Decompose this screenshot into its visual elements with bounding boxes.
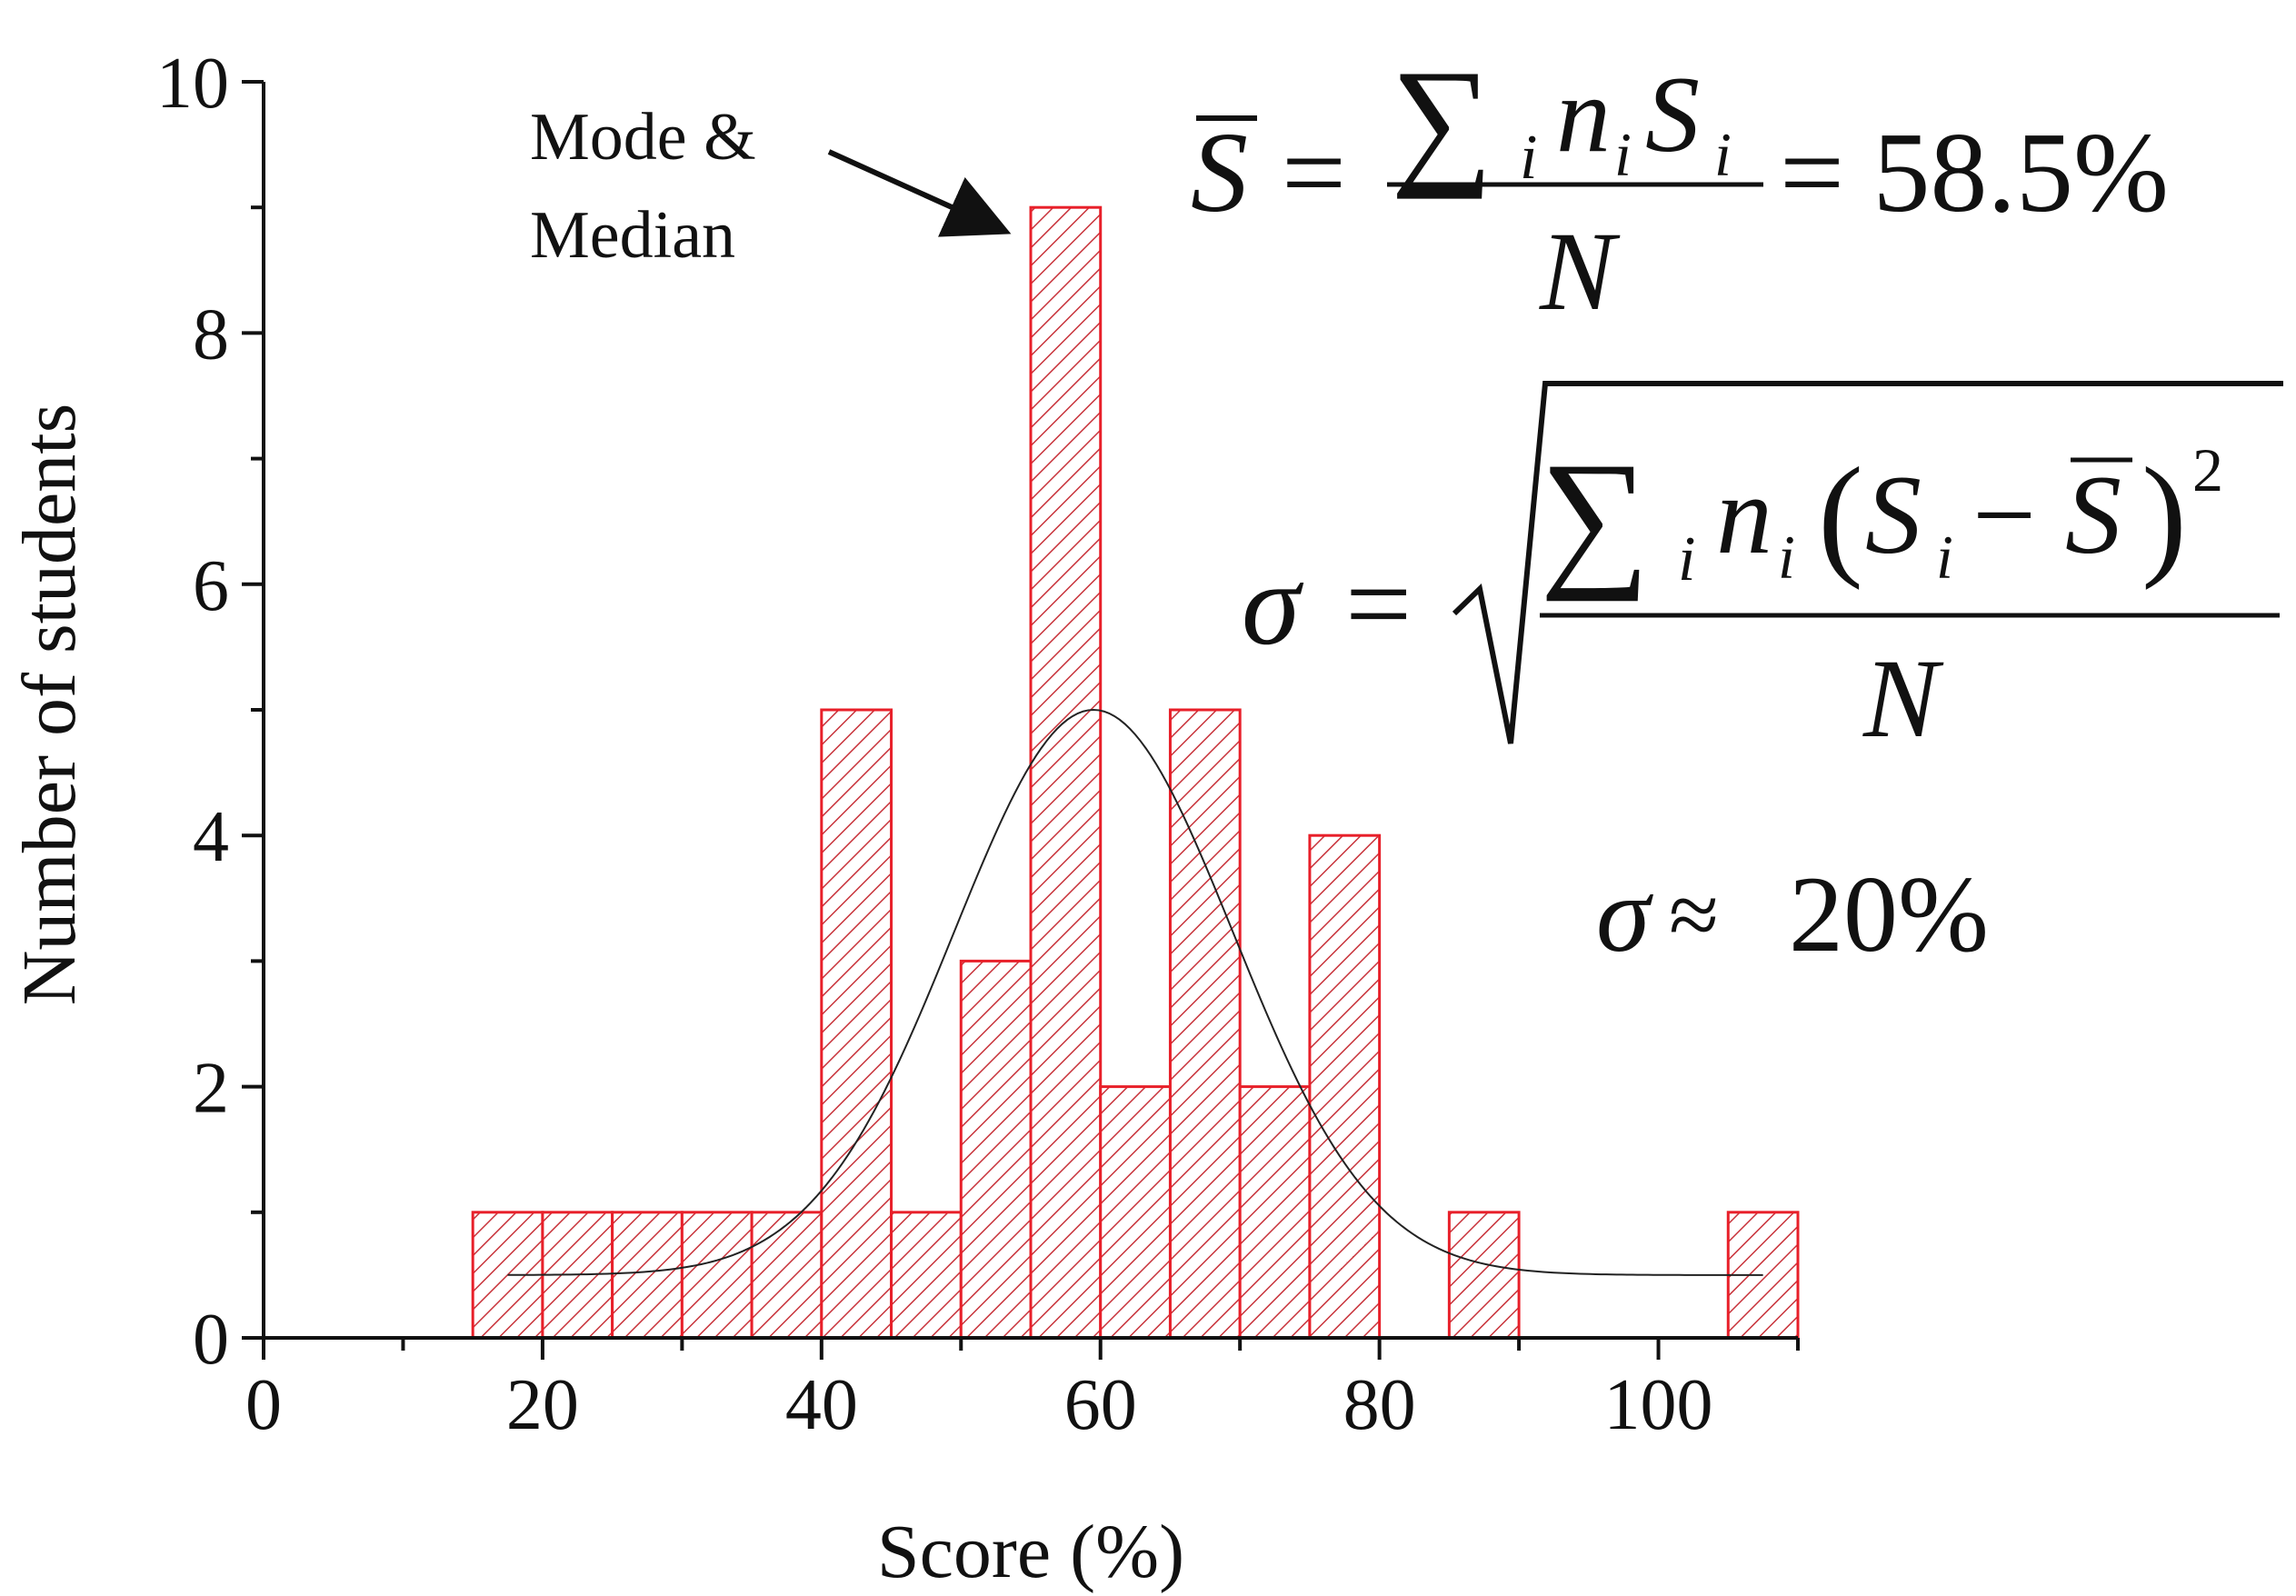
x-tick-label-0: 0 [245,1365,282,1445]
x-tick-label-60: 60 [1064,1365,1137,1445]
histogram-bar-70 [1238,1085,1312,1340]
sigma-s-i-sub: i [1936,523,1953,592]
mean-value: = 58.5% [1780,110,2169,236]
histogram-bar-55 [1029,205,1103,1340]
y-tick-label-8: 8 [193,294,229,374]
mode-median-annotation: Mode & Median [530,100,1012,273]
histogram-bar-45 [890,1211,963,1340]
y-tick-label-10: 10 [156,44,229,124]
histogram-bar-30 [680,1211,754,1340]
mean-s-i-sub: i [1714,120,1732,189]
sigma-symbol: σ [1242,539,1304,670]
sigma-formula: σ = ∑ i n i ( S i − S ) 2 N [1242,381,2283,761]
sigma-s-i: S [1865,453,1922,577]
histogram-bar-25 [611,1211,684,1340]
sigma-approx-symbol: σ [1596,853,1653,974]
sigma-n-i: n [1716,453,1772,577]
sigma-s-bar: S [2065,453,2121,577]
sigma-equals: = [1345,539,1412,670]
mode-median-label-line2: Median [530,198,735,273]
sigma-approx-value: 20% [1789,853,1989,974]
x-ticks-layer: 0 20 40 60 80 100 [245,1338,1800,1445]
x-tick-label-80: 80 [1343,1365,1416,1445]
sigma-exponent: 2 [2192,435,2223,504]
y-tick-label-2: 2 [193,1049,229,1129]
mean-n-i-sub: i [1614,120,1632,189]
mode-median-label-line1: Mode & [530,100,756,175]
y-tick-label-0: 0 [193,1300,229,1380]
histogram-bar-85 [1447,1211,1521,1340]
histogram-bar-40 [820,708,893,1340]
x-tick-label-100: 100 [1604,1365,1713,1445]
mean-sum-sign: ∑ [1391,41,1493,200]
histogram-bar-50 [959,959,1033,1340]
sigma-sum-index: i [1678,524,1695,594]
mean-sum-index: i [1520,123,1537,193]
mean-symbol: S [1191,110,1248,236]
sqrt-sign [1452,381,2283,744]
sigma-left-paren: ( [1818,440,1863,591]
histogram-bar-35 [750,1211,824,1340]
mean-denominator: N [1539,209,1621,334]
x-axis-label: Score (%) [877,1510,1184,1594]
y-ticks-layer: 0 2 4 6 8 10 [156,44,264,1380]
mean-equals: = [1282,110,1346,236]
gaussian-fit-curve [507,708,1763,1276]
x-tick-label-20: 20 [506,1365,579,1445]
histogram-bar-60 [1099,1085,1172,1340]
y-axis-label: Number of students [7,404,92,1006]
sigma-minus: − [1972,453,2036,577]
sigma-n-i-sub: i [1778,523,1795,592]
y-tick-label-6: 6 [193,546,229,626]
histogram-bar-75 [1308,833,1382,1340]
sigma-right-paren: ) [2141,440,2187,591]
y-tick-label-4: 4 [193,797,229,877]
mean-s-i: S [1645,54,1700,175]
bars-layer [471,205,1800,1340]
sigma-approx-sign: ≈ [1669,864,1719,965]
mean-formula: S = ∑ i n i S i N = 58.5% [1191,41,2169,334]
histogram-bar-65 [1168,708,1242,1340]
mode-median-arrow [827,149,1012,237]
sigma-sum-sign: ∑ [1540,431,1650,602]
mean-n-i: n [1556,54,1611,175]
x-tick-label-40: 40 [785,1365,858,1445]
sigma-denominator: N [1862,636,1944,761]
sigma-approx: σ ≈ 20% [1596,853,1989,974]
